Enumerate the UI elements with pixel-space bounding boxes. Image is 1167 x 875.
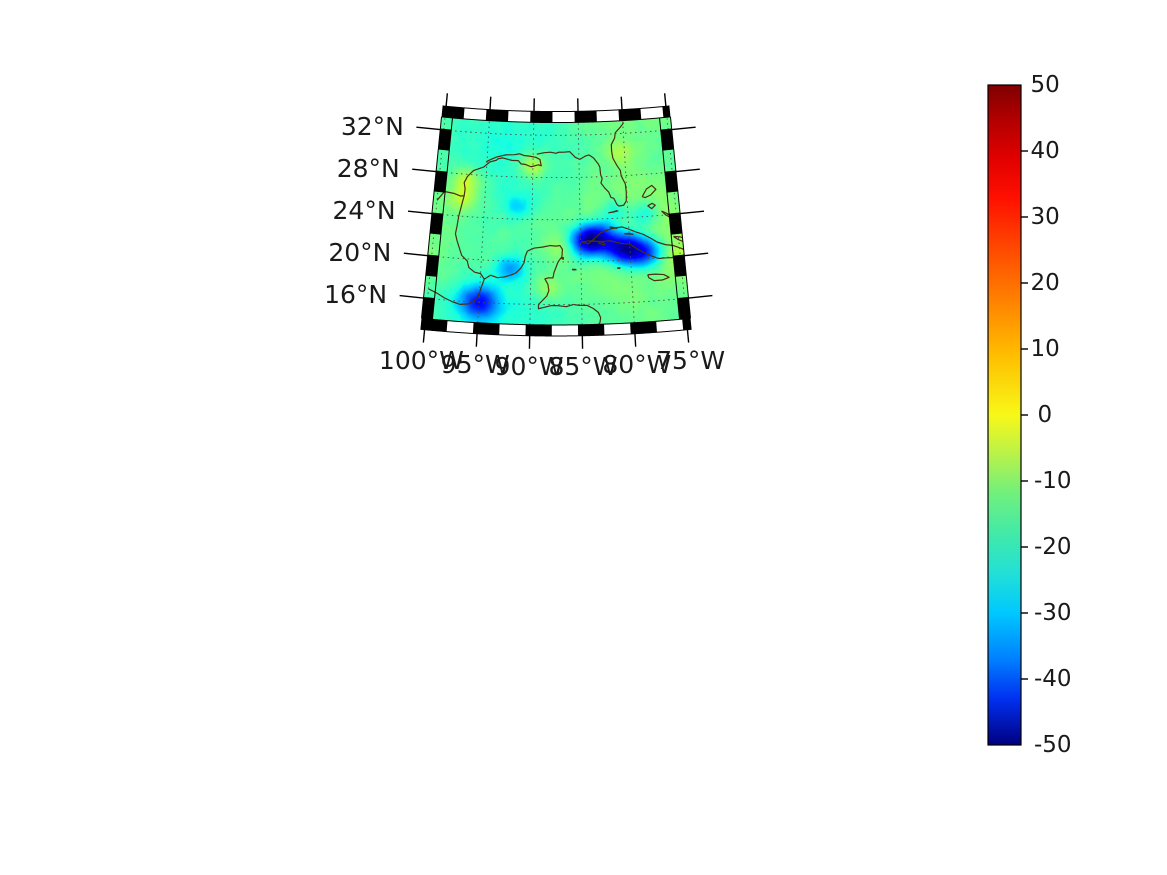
y-tick-label-3: 20°N: [328, 237, 392, 267]
y-tick-label-4: 16°N: [324, 280, 388, 310]
colorbar-tick-8: -30: [1034, 599, 1072, 626]
x-tick-label-4: 80°W: [602, 350, 672, 380]
colorbar-tick-5: 0: [1037, 401, 1053, 428]
colorbar-tick-4: 10: [1030, 335, 1060, 362]
colorbar-tick-0: 50: [1030, 71, 1060, 98]
colorbar-tick-10: -50: [1034, 731, 1072, 758]
colorbar-tick-9: -40: [1034, 665, 1072, 692]
x-tick-label-5: 75°W: [656, 346, 726, 376]
colorbar-tick-1: 40: [1030, 137, 1060, 164]
colorbar-tick-7: -20: [1034, 533, 1072, 560]
x-tick-label-2: 90°W: [494, 352, 564, 382]
x-tick-label-0: 100°W: [378, 346, 464, 376]
colorbar-tick-3: 20: [1030, 269, 1060, 296]
colorbar-tick-6: -10: [1034, 467, 1072, 494]
y-tick-label-0: 32°N: [340, 111, 404, 141]
x-tick-label-1: 95°W: [440, 350, 510, 380]
x-tick-label-3: 85°W: [548, 352, 618, 382]
y-tick-label-2: 24°N: [332, 195, 396, 225]
y-tick-label-1: 28°N: [336, 153, 400, 183]
colorbar-tick-2: 30: [1030, 203, 1060, 230]
